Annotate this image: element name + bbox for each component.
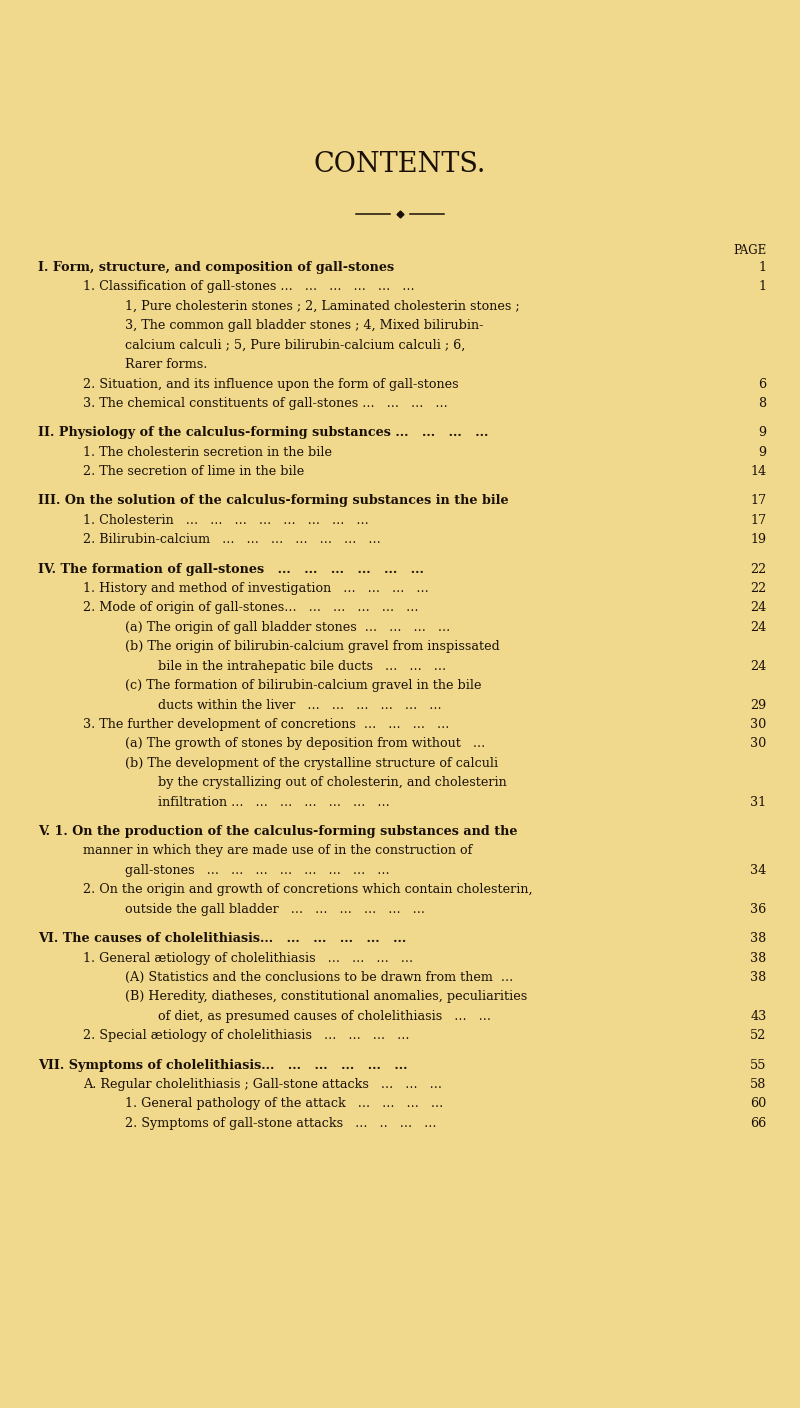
Text: ducts within the liver   ...   ...   ...   ...   ...   ...: ducts within the liver ... ... ... ... .… [158, 698, 442, 711]
Text: manner in which they are made use of in the construction of: manner in which they are made use of in … [83, 845, 473, 857]
Text: 3. The further development of concretions  ...   ...   ...   ...: 3. The further development of concretion… [83, 718, 450, 731]
Text: 19: 19 [750, 534, 766, 546]
Text: (b) The origin of bilirubin-calcium gravel from inspissated: (b) The origin of bilirubin-calcium grav… [125, 641, 499, 653]
Text: Rarer forms.: Rarer forms. [125, 358, 207, 372]
Text: 2. On the origin and growth of concretions which contain cholesterin,: 2. On the origin and growth of concretio… [83, 883, 533, 897]
Text: (a) The growth of stones by deposition from without   ...: (a) The growth of stones by deposition f… [125, 738, 485, 750]
Text: 1. Cholesterin   ...   ...   ...   ...   ...   ...   ...   ...: 1. Cholesterin ... ... ... ... ... ... .… [83, 514, 369, 527]
Text: 24: 24 [750, 660, 766, 673]
Text: 2. Mode of origin of gall-stones...   ...   ...   ...   ...   ...: 2. Mode of origin of gall-stones... ... … [83, 601, 418, 614]
Text: 17: 17 [750, 514, 766, 527]
Text: 9: 9 [758, 427, 766, 439]
Text: 1. General ætiology of cholelithiasis   ...   ...   ...   ...: 1. General ætiology of cholelithiasis ..… [83, 952, 414, 964]
Text: PAGE: PAGE [733, 244, 766, 258]
Text: 55: 55 [750, 1059, 766, 1071]
Text: bile in the intrahepatic bile ducts   ...   ...   ...: bile in the intrahepatic bile ducts ... … [158, 660, 446, 673]
Text: 1: 1 [758, 260, 766, 275]
Text: 38: 38 [750, 972, 766, 984]
Text: 2. Situation, and its influence upon the form of gall-stones: 2. Situation, and its influence upon the… [83, 377, 459, 390]
Text: 38: 38 [750, 952, 766, 964]
Text: (c) The formation of bilirubin-calcium gravel in the bile: (c) The formation of bilirubin-calcium g… [125, 679, 482, 693]
Text: 2. Bilirubin-calcium   ...   ...   ...   ...   ...   ...   ...: 2. Bilirubin-calcium ... ... ... ... ...… [83, 534, 381, 546]
Text: 52: 52 [750, 1029, 766, 1042]
Text: 14: 14 [750, 465, 766, 479]
Text: II. Physiology of the calculus-forming substances ...   ...   ...   ...: II. Physiology of the calculus-forming s… [38, 427, 489, 439]
Text: 38: 38 [750, 932, 766, 945]
Text: VII. Symptoms of cholelithiasis...   ...   ...   ...   ...   ...: VII. Symptoms of cholelithiasis... ... .… [38, 1059, 408, 1071]
Text: gall-stones   ...   ...   ...   ...   ...   ...   ...   ...: gall-stones ... ... ... ... ... ... ... … [125, 865, 390, 877]
Text: infiltration ...   ...   ...   ...   ...   ...   ...: infiltration ... ... ... ... ... ... ... [158, 796, 390, 808]
Text: I. Form, structure, and composition of gall-stones: I. Form, structure, and composition of g… [38, 260, 394, 275]
Text: 22: 22 [750, 582, 766, 596]
Text: of diet, as presumed causes of cholelithiasis   ...   ...: of diet, as presumed causes of cholelith… [158, 1010, 491, 1022]
Text: 36: 36 [750, 903, 766, 915]
Text: IV. The formation of gall-stones   ...   ...   ...   ...   ...   ...: IV. The formation of gall-stones ... ...… [38, 563, 424, 576]
Text: by the crystallizing out of cholesterin, and cholesterin: by the crystallizing out of cholesterin,… [158, 776, 507, 790]
Text: 1. History and method of investigation   ...   ...   ...   ...: 1. History and method of investigation .… [83, 582, 429, 596]
Text: 2. Special ætiology of cholelithiasis   ...   ...   ...   ...: 2. Special ætiology of cholelithiasis ..… [83, 1029, 410, 1042]
Text: 31: 31 [750, 796, 766, 808]
Text: (b) The development of the crystalline structure of calculi: (b) The development of the crystalline s… [125, 758, 498, 770]
Text: 24: 24 [750, 601, 766, 614]
Text: 2. Symptoms of gall-stone attacks   ...   ..   ...   ...: 2. Symptoms of gall-stone attacks ... ..… [125, 1117, 436, 1129]
Text: 30: 30 [750, 738, 766, 750]
Text: 1: 1 [758, 280, 766, 293]
Text: 60: 60 [750, 1097, 766, 1111]
Text: A. Regular cholelithiasis ; Gall-stone attacks   ...   ...   ...: A. Regular cholelithiasis ; Gall-stone a… [83, 1079, 442, 1091]
Text: 43: 43 [750, 1010, 766, 1022]
Text: (B) Heredity, diatheses, constitutional anomalies, peculiarities: (B) Heredity, diatheses, constitutional … [125, 990, 527, 1004]
Text: V. 1. On the production of the calculus-forming substances and the: V. 1. On the production of the calculus-… [38, 825, 518, 838]
Text: 2. The secretion of lime in the bile: 2. The secretion of lime in the bile [83, 465, 305, 479]
Text: 8: 8 [758, 397, 766, 410]
Text: 30: 30 [750, 718, 766, 731]
Text: outside the gall bladder   ...   ...   ...   ...   ...   ...: outside the gall bladder ... ... ... ...… [125, 903, 425, 915]
Text: CONTENTS.: CONTENTS. [314, 151, 486, 179]
Text: 34: 34 [750, 865, 766, 877]
Text: VI. The causes of cholelithiasis...   ...   ...   ...   ...   ...: VI. The causes of cholelithiasis... ... … [38, 932, 406, 945]
Text: 1, Pure cholesterin stones ; 2, Laminated cholesterin stones ;: 1, Pure cholesterin stones ; 2, Laminate… [125, 300, 519, 313]
Text: calcium calculi ; 5, Pure bilirubin-calcium calculi ; 6,: calcium calculi ; 5, Pure bilirubin-calc… [125, 339, 465, 352]
Text: 3, The common gall bladder stones ; 4, Mixed bilirubin-: 3, The common gall bladder stones ; 4, M… [125, 320, 483, 332]
Text: 17: 17 [750, 494, 766, 507]
Text: (A) Statistics and the conclusions to be drawn from them  ...: (A) Statistics and the conclusions to be… [125, 972, 513, 984]
Text: 24: 24 [750, 621, 766, 634]
Text: 22: 22 [750, 563, 766, 576]
Text: 58: 58 [750, 1079, 766, 1091]
Text: (a) The origin of gall bladder stones  ...   ...   ...   ...: (a) The origin of gall bladder stones ..… [125, 621, 450, 634]
Text: 29: 29 [750, 698, 766, 711]
Text: 1. Classification of gall-stones ...   ...   ...   ...   ...   ...: 1. Classification of gall-stones ... ...… [83, 280, 415, 293]
Text: 6: 6 [758, 377, 766, 390]
Text: 1. The cholesterin secretion in the bile: 1. The cholesterin secretion in the bile [83, 446, 332, 459]
Text: III. On the solution of the calculus-forming substances in the bile: III. On the solution of the calculus-for… [38, 494, 509, 507]
Text: 66: 66 [750, 1117, 766, 1129]
Text: 9: 9 [758, 446, 766, 459]
Text: 1. General pathology of the attack   ...   ...   ...   ...: 1. General pathology of the attack ... .… [125, 1097, 443, 1111]
Text: 3. The chemical constituents of gall-stones ...   ...   ...   ...: 3. The chemical constituents of gall-sto… [83, 397, 448, 410]
